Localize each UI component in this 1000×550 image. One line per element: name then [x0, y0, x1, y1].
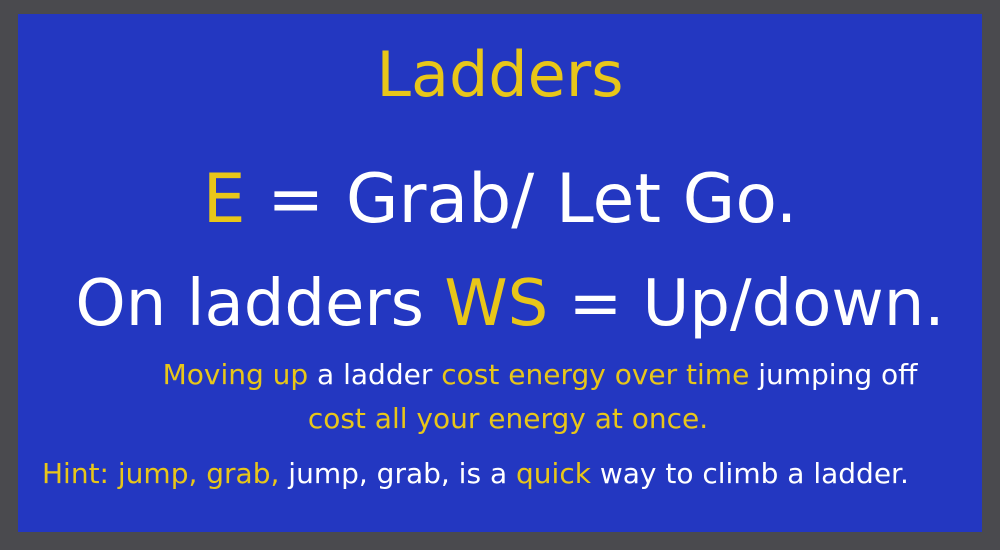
climb-instruction-prefix: On ladders: [75, 267, 445, 341]
energy-note-line1: Moving up a ladder cost energy over time…: [58, 356, 1000, 394]
climb-keys: WS: [444, 267, 549, 341]
climb-instruction-text: = Up/down.: [548, 267, 945, 341]
energy-note-highlight-2: cost energy over time: [441, 358, 750, 391]
hint-line: Hint: jump, grab, jump, grab, is a quick…: [42, 455, 1000, 493]
grab-instruction-text: = Grab/ Let Go.: [245, 160, 798, 239]
energy-note-text-1: a ladder: [308, 358, 442, 391]
instruction-panel: Ladders E = Grab/ Let Go. On ladders WS …: [18, 14, 982, 532]
hint-highlight-1: Hint: jump, grab,: [42, 457, 280, 490]
grab-instruction: E = Grab/ Let Go.: [18, 160, 982, 240]
grab-key: E: [202, 160, 246, 239]
hint-text-1: jump, grab, is a: [279, 457, 517, 490]
energy-note-text-2: jumping off: [749, 358, 918, 391]
hint-highlight-2: quick: [516, 457, 591, 490]
energy-note-highlight-3: cost all your energy at once.: [307, 402, 709, 435]
energy-note-line2: cost all your energy at once.: [26, 400, 990, 438]
hint-text-2: way to climb a ladder.: [590, 457, 909, 490]
page-title: Ladders: [376, 38, 624, 111]
energy-note-highlight-1: Moving up: [162, 358, 309, 391]
climb-instruction: On ladders WS = Up/down.: [28, 266, 992, 342]
